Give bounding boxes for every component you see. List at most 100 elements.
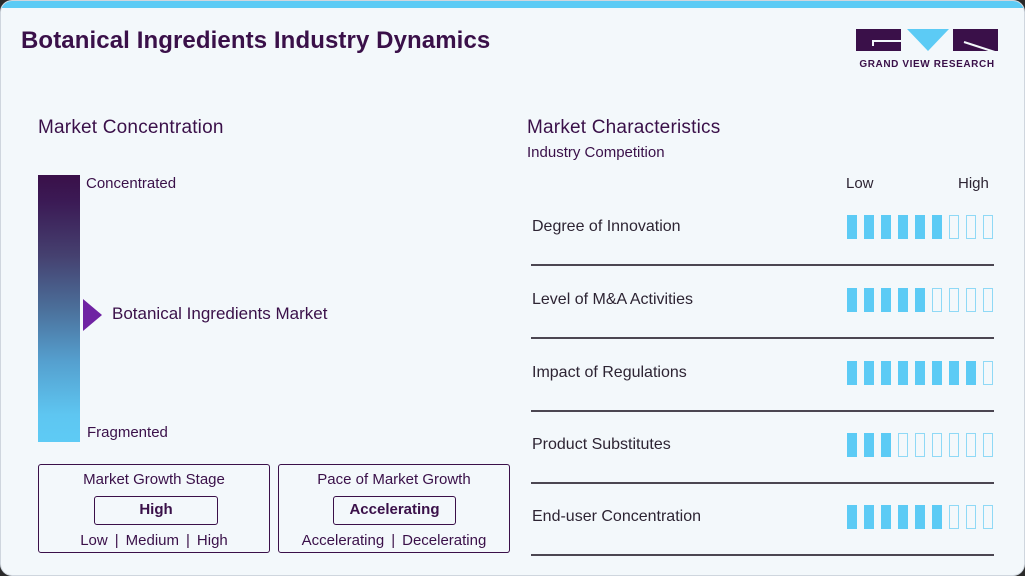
filled-bar-icon [915, 505, 925, 529]
market-pointer-label: Botanical Ingredients Market [112, 304, 328, 323]
empty-bar-icon [983, 288, 993, 312]
characteristic-label: Level of M&A Activities [532, 291, 693, 308]
characteristic-row: Level of M&A Activities [531, 277, 994, 349]
filled-bar-icon [915, 288, 925, 312]
filled-bar-icon [915, 361, 925, 385]
empty-bar-icon [966, 288, 976, 312]
empty-bar-icon [983, 505, 993, 529]
row-divider [531, 554, 994, 556]
growth-stage-title: Market Growth Stage [83, 471, 225, 488]
filled-bar-icon [881, 361, 891, 385]
filled-bar-icon [966, 361, 976, 385]
option-low: Low [80, 532, 108, 549]
characteristic-row: End-user Concentration [531, 494, 994, 566]
characteristic-label: End-user Concentration [532, 508, 701, 525]
filled-bar-icon [898, 361, 908, 385]
filled-bar-icon [847, 361, 857, 385]
rating-bars [847, 215, 993, 239]
separator: | [186, 532, 190, 549]
grand-view-research-logo: GRAND VIEW RESEARCH [856, 29, 998, 73]
characteristic-label: Impact of Regulations [532, 364, 687, 381]
filled-bar-icon [898, 505, 908, 529]
filled-bar-icon [847, 215, 857, 239]
empty-bar-icon [983, 433, 993, 457]
concentrated-label: Concentrated [86, 175, 177, 192]
market-characteristics-title: Market Characteristics [527, 117, 721, 138]
filled-bar-icon [898, 288, 908, 312]
filled-bar-icon [847, 505, 857, 529]
empty-bar-icon [983, 361, 993, 385]
empty-bar-icon [932, 288, 942, 312]
industry-competition-subtitle: Industry Competition [527, 144, 665, 161]
filled-bar-icon [949, 361, 959, 385]
page-title: Botanical Ingredients Industry Dynamics [21, 27, 491, 54]
empty-bar-icon [949, 433, 959, 457]
filled-bar-icon [864, 433, 874, 457]
logo-r-block-icon [953, 29, 998, 51]
filled-bar-icon [847, 433, 857, 457]
option-medium: Medium [125, 532, 180, 549]
filled-bar-icon [864, 361, 874, 385]
row-divider [531, 482, 994, 484]
characteristic-row: Product Substitutes [531, 422, 994, 494]
pace-of-market-growth-box: Pace of Market Growth Accelerating Accel… [278, 464, 510, 553]
logo-g-cut [872, 40, 901, 42]
option-decelerating: Decelerating [402, 532, 487, 549]
characteristic-label: Degree of Innovation [532, 218, 681, 235]
characteristic-row: Impact of Regulations [531, 350, 994, 422]
filled-bar-icon [847, 288, 857, 312]
filled-bar-icon [881, 433, 891, 457]
row-divider [531, 337, 994, 339]
filled-bar-icon [864, 215, 874, 239]
growth-stage-options: Low | Medium | High [39, 532, 269, 549]
empty-bar-icon [915, 433, 925, 457]
empty-bar-icon [983, 215, 993, 239]
empty-bar-icon [966, 433, 976, 457]
empty-bar-icon [966, 505, 976, 529]
concentration-gradient-bar [38, 175, 80, 442]
filled-bar-icon [881, 505, 891, 529]
option-accelerating: Accelerating [301, 532, 385, 549]
growth-stage-value: High [94, 496, 218, 525]
scale-low-label: Low [846, 175, 874, 192]
scale-high-label: High [958, 175, 989, 192]
top-accent-bar [1, 1, 1024, 8]
triangle-right-icon [83, 299, 102, 331]
filled-bar-icon [932, 215, 942, 239]
separator: | [391, 532, 396, 549]
empty-bar-icon [949, 505, 959, 529]
separator: | [114, 532, 119, 549]
fragmented-label: Fragmented [87, 424, 168, 441]
logo-g-cut-vertical [872, 40, 874, 46]
market-growth-stage-box: Market Growth Stage High Low | Medium | High [38, 464, 270, 553]
characteristic-row: Degree of Innovation [531, 204, 994, 276]
rating-bars [847, 505, 993, 529]
filled-bar-icon [932, 505, 942, 529]
logo-v-triangle-icon [907, 29, 949, 51]
filled-bar-icon [898, 215, 908, 239]
empty-bar-icon [949, 215, 959, 239]
filled-bar-icon [881, 215, 891, 239]
empty-bar-icon [898, 433, 908, 457]
empty-bar-icon [949, 288, 959, 312]
option-high: High [196, 532, 228, 549]
rating-bars [847, 433, 993, 457]
rating-bars [847, 288, 993, 312]
rating-bars [847, 361, 993, 385]
filled-bar-icon [932, 361, 942, 385]
filled-bar-icon [915, 215, 925, 239]
row-divider [531, 264, 994, 266]
filled-bar-icon [864, 288, 874, 312]
logo-text: GRAND VIEW RESEARCH [859, 59, 995, 70]
filled-bar-icon [881, 288, 891, 312]
growth-pace-options: Accelerating | Decelerating [279, 532, 509, 549]
characteristic-label: Product Substitutes [532, 436, 671, 453]
empty-bar-icon [966, 215, 976, 239]
growth-pace-value: Accelerating [333, 496, 456, 525]
row-divider [531, 410, 994, 412]
empty-bar-icon [932, 433, 942, 457]
growth-pace-title: Pace of Market Growth [317, 471, 471, 488]
market-concentration-title: Market Concentration [38, 117, 224, 138]
filled-bar-icon [864, 505, 874, 529]
